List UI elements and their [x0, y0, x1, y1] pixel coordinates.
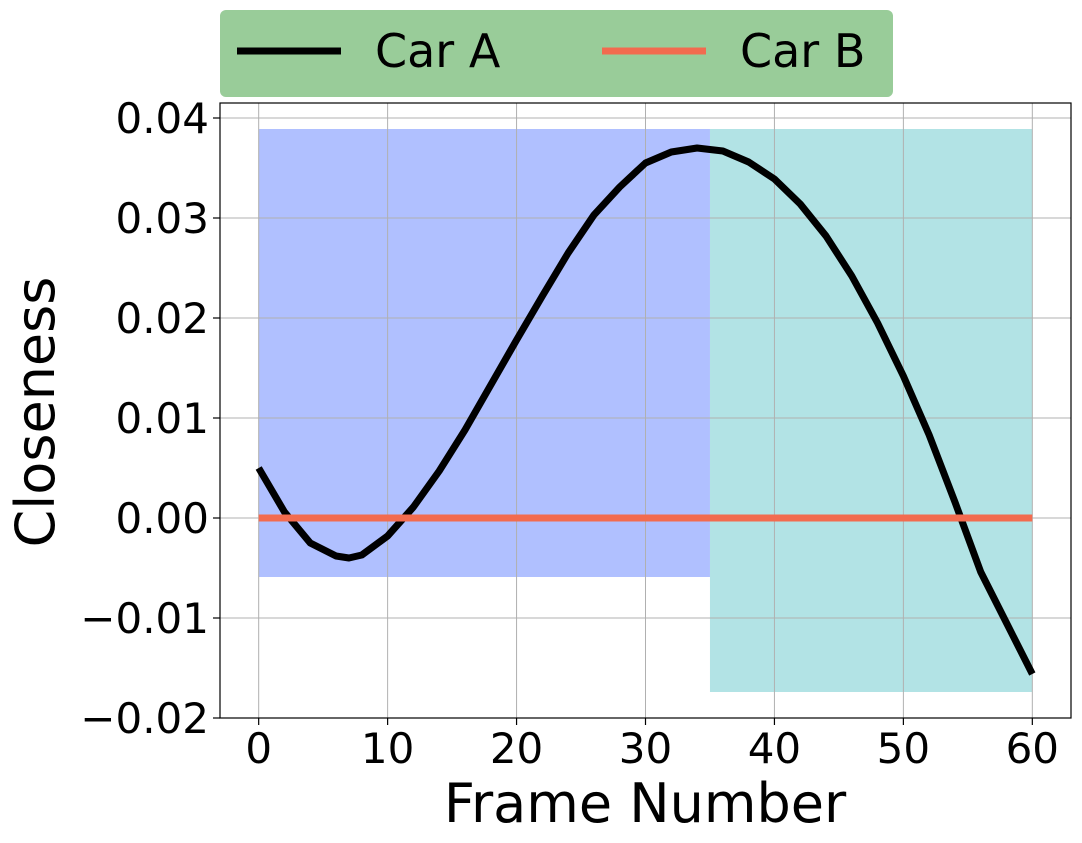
- shaded-regions: [258, 129, 1033, 692]
- x-tick-labels: 0 10 20 30 40 50 60: [245, 724, 1059, 773]
- y-tick-label-0: −0.02: [80, 694, 209, 743]
- y-tick-label-5: 0.03: [115, 194, 209, 243]
- y-tick-label-6: 0.04: [115, 94, 209, 143]
- shaded-region-1: [258, 129, 710, 577]
- x-axis-label: Frame Number: [444, 772, 847, 835]
- x-tick-label-3: 30: [619, 724, 672, 773]
- y-tick-label-4: 0.02: [115, 294, 209, 343]
- y-tick-label-1: −0.01: [80, 594, 209, 643]
- legend-label-car-b: Car B: [740, 24, 865, 78]
- x-tick-label-0: 0: [245, 724, 272, 773]
- series-line-car-a: [255, 144, 1036, 676]
- y-axis-label: Closeness: [4, 277, 67, 548]
- x-tick-label-1: 10: [361, 724, 414, 773]
- x-tick-label-2: 20: [490, 724, 543, 773]
- y-tick-label-2: 0.00: [115, 494, 209, 543]
- series-lines: [255, 144, 1036, 676]
- shaded-region-2: [709, 129, 1033, 692]
- y-tick-labels: −0.02 −0.01 0.00 0.01 0.02 0.03 0.04: [80, 94, 209, 743]
- y-tick-label-3: 0.01: [115, 394, 209, 443]
- x-tick-label-5: 50: [877, 724, 930, 773]
- ticks: [213, 117, 1033, 725]
- x-tick-label-6: 60: [1006, 724, 1059, 773]
- x-tick-label-4: 40: [748, 724, 801, 773]
- legend-label-car-a: Car A: [375, 24, 501, 78]
- legend-box: [220, 10, 893, 97]
- legend: Car A Car B: [220, 10, 893, 97]
